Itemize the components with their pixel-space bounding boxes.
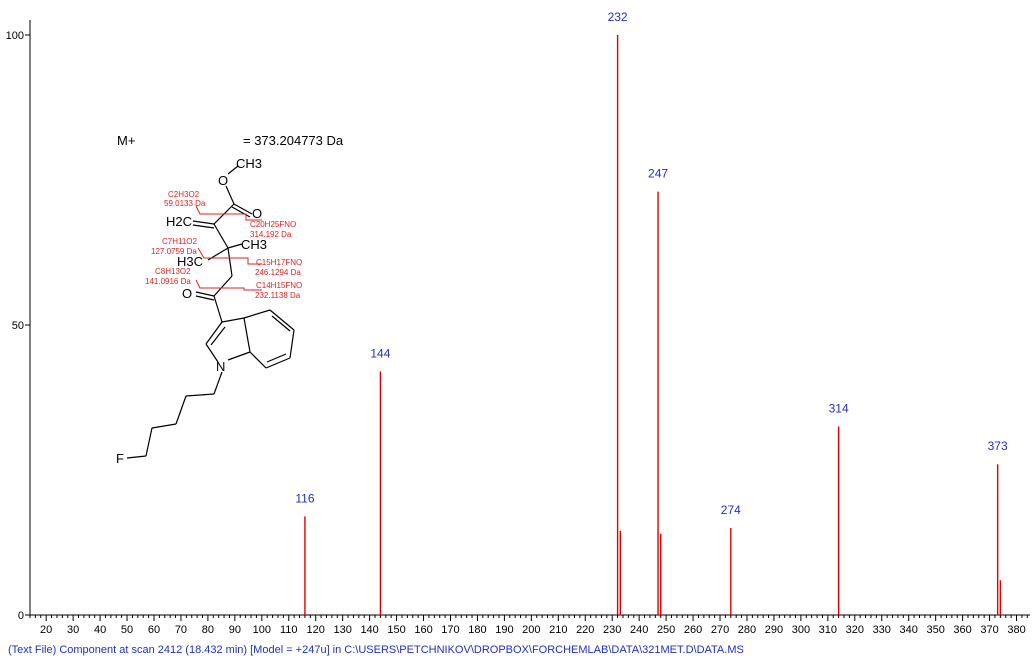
x-tick-label: 370: [980, 624, 998, 636]
x-tick-label: 40: [94, 624, 106, 636]
x-tick-label: 140: [360, 624, 378, 636]
fragment-cut-lines: [195, 205, 262, 291]
x-tick-label: 340: [900, 624, 918, 636]
peak-mz-label: 314: [829, 402, 849, 416]
methyl-top-label: CH3: [236, 156, 262, 171]
peak-mz-label: 373: [988, 439, 1008, 453]
peak-mz-label: 232: [608, 10, 628, 24]
peak-mz-label: 144: [370, 346, 390, 360]
x-tick-label: 320: [846, 624, 864, 636]
x-tick-label: 50: [121, 624, 133, 636]
x-tick-label: 200: [522, 624, 540, 636]
x-tick-label: 170: [441, 624, 459, 636]
x-tick-label: 300: [792, 624, 810, 636]
x-tick-label: 220: [576, 624, 594, 636]
peak-mz-label: 116: [295, 491, 314, 505]
x-tick-label: 130: [333, 624, 351, 636]
fragment-4-mass: 246.1294 Da: [255, 268, 301, 277]
x-tick-label: 280: [738, 624, 756, 636]
x-tick-label: 380: [1007, 624, 1025, 636]
x-tick-label: 310: [819, 624, 837, 636]
indole-n-label: N: [216, 359, 225, 374]
x-tick-label: 80: [202, 624, 214, 636]
x-tick-label: 350: [926, 624, 944, 636]
ketone-o-label: O: [182, 286, 192, 301]
ester-o-label: O: [252, 206, 262, 221]
fragment-2-mass: 314.192 Da: [250, 230, 292, 239]
molecule-structure: M+ = 373.204773 Da: [116, 133, 344, 466]
x-tick-label: 120: [307, 624, 325, 636]
x-tick-label: 110: [280, 624, 298, 636]
fragment-5-mass: 141.0916 Da: [145, 277, 191, 286]
x-tick-label: 60: [148, 624, 160, 636]
x-tick-label: 330: [873, 624, 891, 636]
x-axis-ticks: 20 30 40 50 60 70 80 90 100 110 120 130 140 150 160 170…: [29, 615, 1028, 636]
mplus-label: M+: [117, 133, 135, 148]
fragment-1-formula: C2H3O2: [168, 190, 200, 199]
x-tick-label: 240: [630, 624, 648, 636]
x-tick-label: 70: [175, 624, 187, 636]
x-tick-label: 90: [229, 624, 241, 636]
fragment-3-mass: 127.0759 Da: [151, 247, 197, 256]
fragment-6-mass: 232.1138 Da: [255, 291, 301, 300]
fragment-1-mass: 59.0133 Da: [164, 199, 206, 208]
fragment-6-formula: C14H15FNO: [256, 281, 302, 290]
x-tick-label: 190: [495, 624, 513, 636]
x-tick-label: 230: [603, 624, 621, 636]
fluorine-label: F: [116, 451, 124, 466]
molecule-bonds: [126, 165, 295, 459]
peak-mz-label: 247: [648, 167, 668, 181]
x-tick-label: 290: [765, 624, 783, 636]
y-tick-label: 50: [12, 320, 24, 332]
methyl-left-label: H3C: [177, 254, 203, 269]
x-tick-label: 180: [468, 624, 486, 636]
status-footer: (Text File) Component at scan 2412 (18.4…: [8, 644, 744, 656]
x-tick-label: 20: [40, 624, 52, 636]
fragment-4-formula: C15H17FNO: [256, 258, 302, 267]
x-tick-label: 100: [253, 624, 271, 636]
x-tick-label: 360: [953, 624, 971, 636]
x-tick-label: 30: [67, 624, 79, 636]
spectrum-peaks: 116 144 232 247 274 314 373: [295, 10, 1008, 615]
y-tick-label: 100: [6, 30, 24, 42]
x-tick-label: 210: [549, 624, 567, 636]
mplus-mass: = 373.204773 Da: [243, 133, 344, 148]
fragment-2-formula: C20H25FNO: [250, 220, 296, 229]
y-axis-ticks: 0 50 100: [6, 30, 30, 622]
x-tick-label: 160: [414, 624, 432, 636]
methylene-label: H2C: [166, 214, 192, 229]
methoxy-o-label: O: [218, 173, 228, 188]
fragment-3-formula: C7H11O2: [162, 237, 198, 246]
x-tick-label: 250: [657, 624, 675, 636]
methyl-right-label: CH3: [241, 237, 267, 252]
fragment-5-formula: C8H13O2: [155, 267, 191, 276]
x-tick-label: 260: [684, 624, 702, 636]
peak-mz-label: 274: [721, 503, 741, 517]
x-tick-label: 150: [387, 624, 405, 636]
x-tick-label: 270: [711, 624, 729, 636]
y-tick-label: 0: [18, 610, 24, 622]
